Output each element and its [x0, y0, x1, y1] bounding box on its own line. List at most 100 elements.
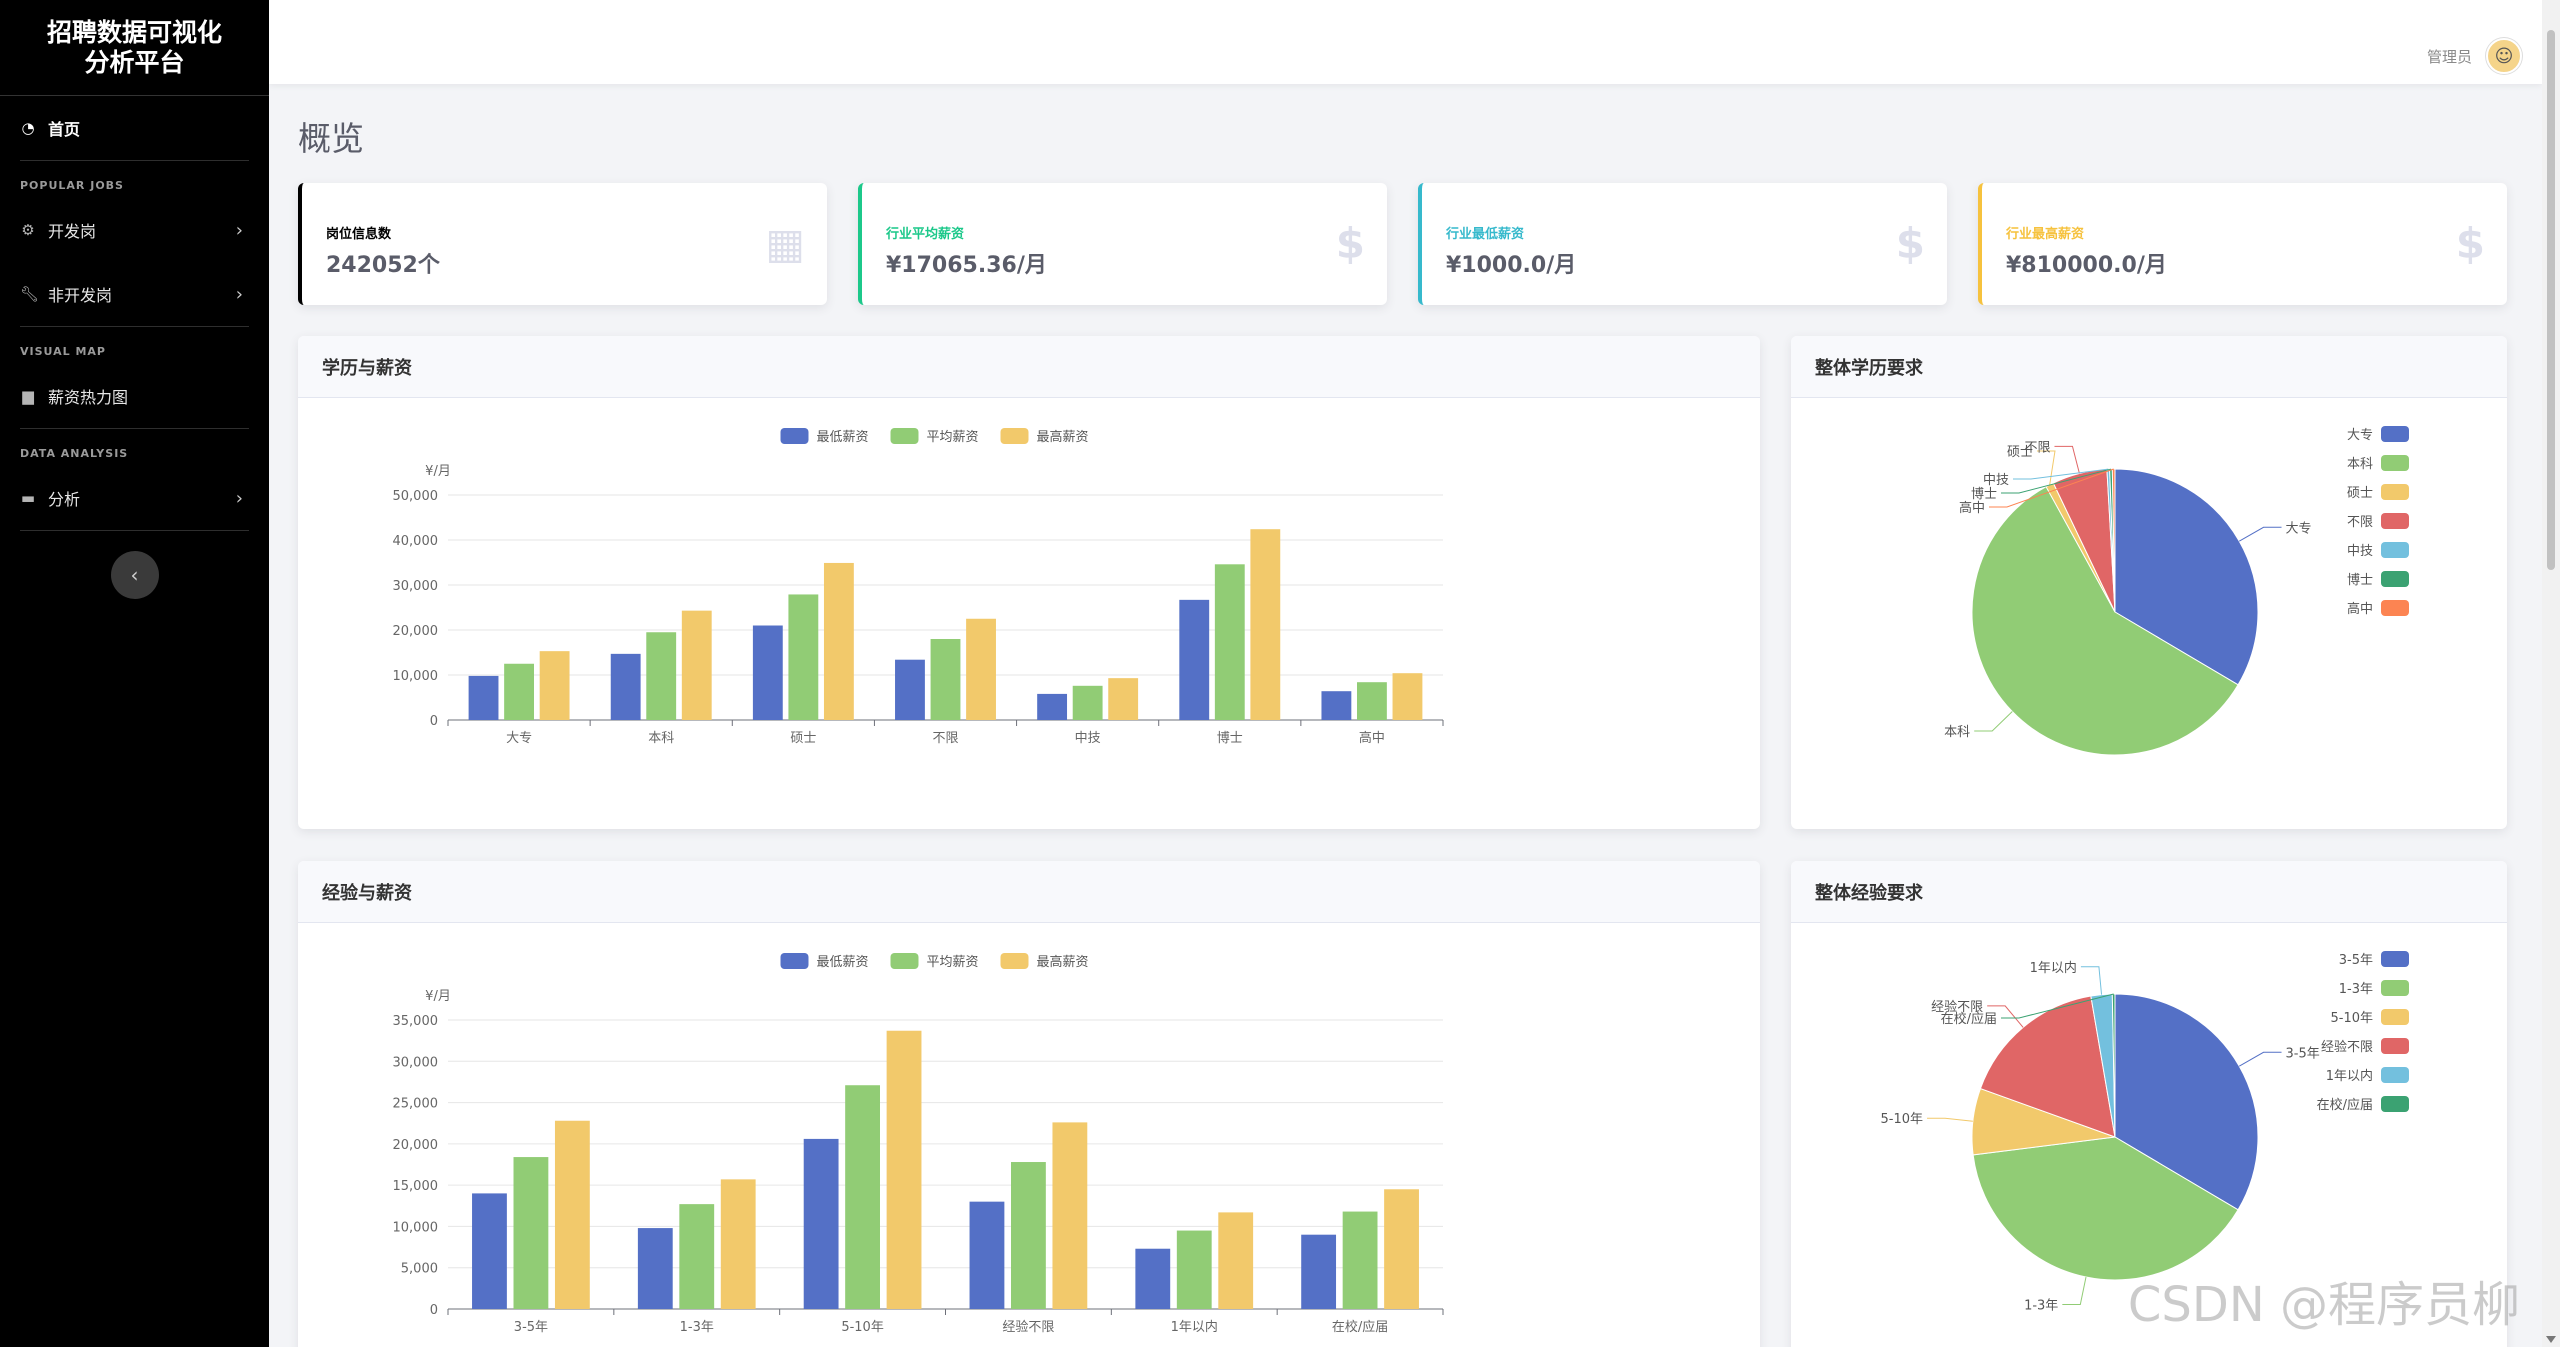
- bar: [504, 663, 534, 720]
- sidebar-divider: [20, 530, 249, 531]
- legend-label: 3-5年: [2339, 953, 2373, 968]
- page-title: 概览: [298, 119, 364, 158]
- bar: [1052, 1122, 1088, 1309]
- pie-label: 高中: [1959, 500, 1985, 516]
- y-tick-label: 20,000: [393, 624, 439, 639]
- chevron-right-icon: ›: [235, 488, 243, 509]
- legend-label: 经验不限: [2321, 1039, 2373, 1055]
- pie-label: 大专: [2286, 521, 2312, 536]
- x-tick-label: 不限: [932, 731, 958, 746]
- sidebar-item-label: 薪资热力图: [48, 388, 129, 407]
- legend-label: 本科: [2347, 457, 2373, 472]
- bar: [1218, 1212, 1254, 1309]
- sidebar-item-dev-jobs[interactable]: ⚙ 开发岗 ›: [0, 198, 269, 262]
- bar: [637, 1228, 673, 1309]
- sidebar-item-label: 分析: [48, 490, 81, 509]
- sidebar-heading-data-analysis: DATA ANALYSIS: [20, 447, 129, 460]
- bar: [1135, 1248, 1171, 1309]
- bar: [930, 639, 961, 720]
- sidebar-toggle-button[interactable]: ‹: [110, 551, 159, 599]
- bar: [886, 1030, 922, 1309]
- bar: [679, 1204, 715, 1309]
- pie-label: 博士: [1971, 487, 1997, 502]
- y-tick-label: 5,000: [401, 1262, 438, 1277]
- user-name: 管理员: [2426, 47, 2472, 66]
- dashboard-icon: ◔: [21, 119, 35, 137]
- topbar: 管理员 ☺: [269, 0, 2542, 84]
- brand[interactable]: 招聘数据可视化 分析平台: [0, 0, 269, 96]
- brand-title: 招聘数据可视化 分析平台: [46, 17, 222, 77]
- legend-swatch: [2381, 600, 2409, 616]
- folder-icon: ▬: [20, 489, 36, 507]
- legend-label: 大专: [2347, 428, 2373, 443]
- pie-slice: [1971, 486, 2239, 756]
- legend-swatch: [780, 428, 809, 444]
- stat-label: 行业最高薪资: [2006, 227, 2085, 242]
- legend-swatch: [2381, 455, 2409, 471]
- bar: [1250, 529, 1281, 720]
- chevron-right-icon: ›: [235, 220, 243, 241]
- bar: [468, 675, 499, 720]
- pie-label: 硕士: [2007, 445, 2033, 460]
- panel-exp-pie: 整体经验要求 3-5年 1-3年 5-10年 经验不限 1年以内 在校/应届 3-5年 1-3…: [1791, 861, 2507, 1347]
- sidebar-item-analysis[interactable]: ▬ 分析 ›: [0, 466, 269, 530]
- page-scrollbar[interactable]: [2542, 0, 2560, 1347]
- legend-label: 高中: [2347, 601, 2373, 617]
- sidebar: 招聘数据可视化 分析平台 ◔ 首页 POPULAR JOBS ⚙ 开发岗 › 🔧︎…: [0, 0, 269, 1347]
- sidebar-heading-visual-map: VISUAL MAP: [20, 345, 106, 358]
- legend-swatch: [1000, 428, 1029, 444]
- legend-label: 中技: [2347, 544, 2373, 559]
- x-tick-label: 大专: [506, 731, 532, 746]
- sidebar-item-label: 非开发岗: [48, 286, 113, 305]
- pie-slice: [1972, 1136, 2239, 1281]
- legend-label: 最高薪资: [1037, 954, 1089, 970]
- panel-title: 整体经验要求: [1791, 861, 2507, 923]
- panel-title: 经验与薪资: [298, 861, 1760, 923]
- scroll-down-arrow-icon[interactable]: [2546, 1336, 2556, 1343]
- y-tick-label: 50,000: [393, 489, 439, 504]
- pie-slice: [2114, 993, 2259, 1211]
- legend-swatch: [2381, 1067, 2409, 1083]
- bar: [1357, 682, 1387, 720]
- stat-value: ¥810000.0/月: [2006, 253, 2167, 278]
- pie-label-line: [2013, 468, 2109, 480]
- sidebar-item-salary-heatmap[interactable]: ▆ 薪资热力图: [0, 364, 269, 428]
- legend-label: 硕士: [2347, 486, 2373, 501]
- stat-label: 行业最低薪资: [1446, 227, 1525, 242]
- pie-label: 中技: [1983, 473, 2009, 488]
- user-menu[interactable]: 管理员 ☺: [2427, 38, 2522, 74]
- sidebar-item-nondev-jobs[interactable]: 🔧︎ 非开发岗 ›: [0, 262, 269, 326]
- scrollbar-thumb[interactable]: [2547, 30, 2555, 570]
- stat-value: ¥17065.36/月: [886, 253, 1047, 278]
- stat-label: 行业平均薪资: [886, 227, 965, 242]
- sidebar-heading-popular-jobs: POPULAR JOBS: [20, 179, 124, 192]
- y-tick-label: 10,000: [393, 669, 439, 684]
- sidebar-item-home[interactable]: ◔ 首页: [0, 96, 269, 160]
- pie-label-line: [1974, 711, 2013, 732]
- x-tick-label: 1年以内: [1171, 1319, 1218, 1335]
- x-tick-label: 高中: [1359, 730, 1385, 746]
- bar: [1384, 1189, 1419, 1309]
- y-tick-label: 0: [430, 1303, 438, 1318]
- pie-label: 在校/应届: [1941, 1011, 1997, 1027]
- legend-swatch: [2381, 1096, 2409, 1112]
- bar: [1179, 599, 1210, 720]
- bar: [1072, 685, 1103, 720]
- pie-label-line: [2238, 1051, 2282, 1067]
- gear-icon: ⚙: [21, 221, 35, 239]
- legend-swatch: [2381, 951, 2409, 967]
- exp-salary-bar-chart: 最低薪资 平均薪资 最高薪资 ¥/月 0 5,000 10,000 15,000 20,000 2…: [393, 953, 1444, 1335]
- sidebar-divider: [20, 326, 249, 327]
- sidebar-divider: [20, 160, 249, 161]
- pie-label: 1-3年: [2024, 1298, 2058, 1313]
- table-icon: ▦: [765, 219, 805, 268]
- bar: [681, 610, 712, 720]
- pie-label-line: [2062, 1276, 2087, 1305]
- y-tick-label: 25,000: [393, 1097, 439, 1112]
- avatar[interactable]: ☺: [2486, 38, 2522, 74]
- bar: [823, 562, 854, 720]
- bar: [554, 1120, 590, 1309]
- wrench-icon: 🔧︎: [20, 285, 40, 303]
- x-tick-label: 中技: [1075, 731, 1101, 746]
